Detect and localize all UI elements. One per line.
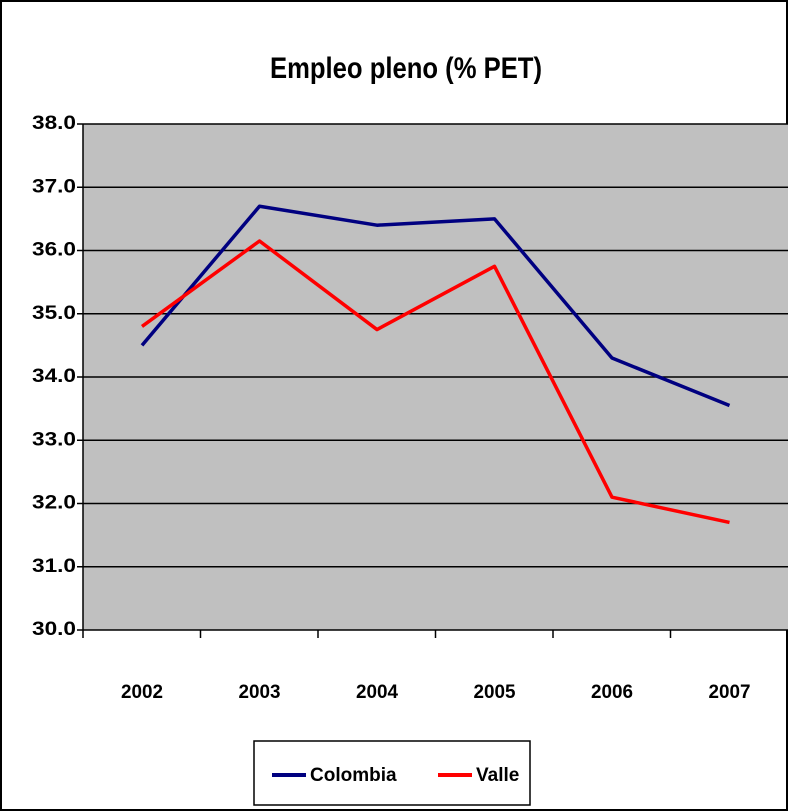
legend-label: Valle: [476, 765, 519, 786]
series-line: [140, 204, 731, 408]
chart-title: Empleo pleno (% PET): [270, 52, 542, 85]
y-tick-label: 30.0: [32, 619, 76, 640]
x-tick-label: 2005: [474, 682, 516, 703]
y-tick-label: 32.0: [32, 493, 76, 514]
y-tick-label: 31.0: [32, 556, 76, 577]
x-tick-label: 2002: [121, 682, 163, 703]
y-tick-label: 36.0: [32, 240, 76, 261]
y-tick-label: 35.0: [32, 303, 76, 324]
y-tick-label: 33.0: [32, 429, 76, 450]
y-tick-label: 34.0: [32, 366, 76, 387]
y-tick-label: 38.0: [32, 113, 76, 134]
legend-label: Colombia: [310, 765, 397, 786]
y-tick-label: 37.0: [32, 176, 76, 197]
series-line: [140, 239, 730, 525]
x-tick-label: 2006: [591, 682, 633, 703]
x-tick-label: 2004: [356, 682, 398, 703]
x-tick-label: 2007: [709, 682, 751, 703]
x-tick-label: 2003: [239, 682, 281, 703]
